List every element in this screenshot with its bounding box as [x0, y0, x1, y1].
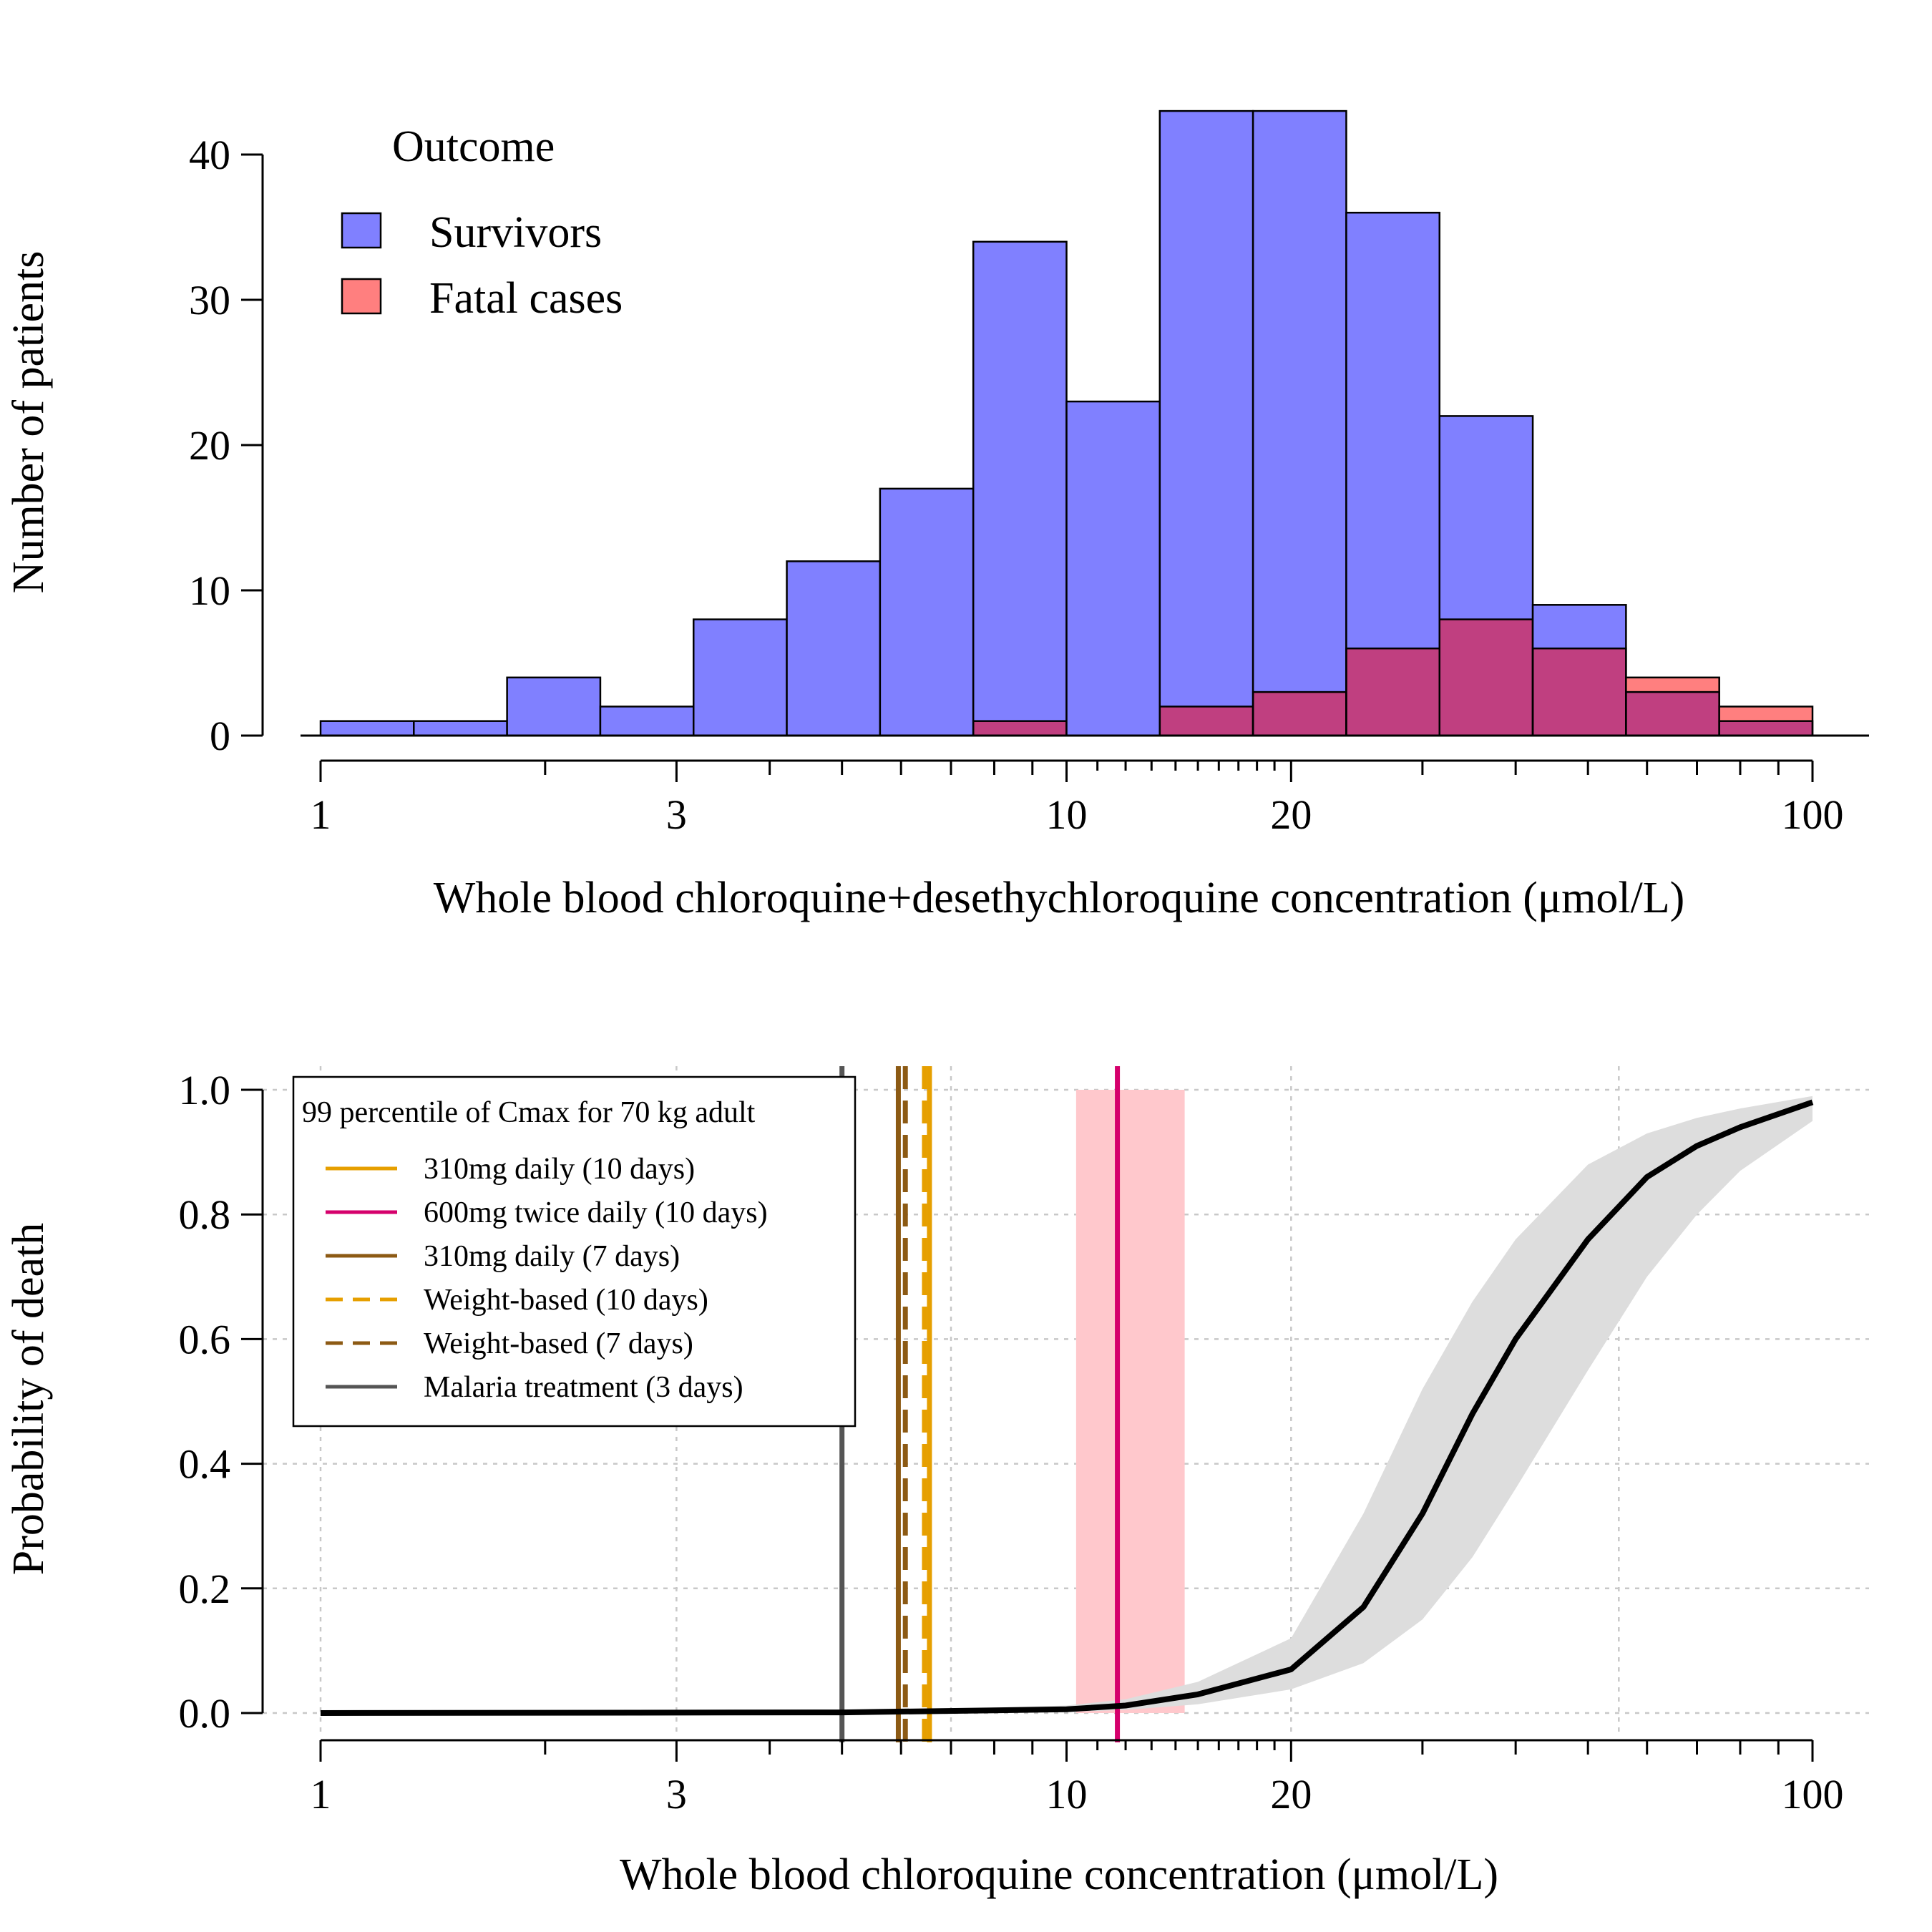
- legend-swatch-fatal-cases: [341, 278, 382, 315]
- probability-legend-items: 310mg daily (10 days) 600mg twice daily (…: [326, 1153, 768, 1404]
- histogram-legend: Outcome Survivors Fatal cases: [341, 122, 623, 323]
- confidence-band: [321, 1096, 1813, 1713]
- survivor-bar: [414, 721, 507, 736]
- y-tick-label: 20: [189, 422, 230, 469]
- probability-legend: 99 percentile of Cmax for 70 kg adult 31…: [292, 1075, 857, 1428]
- overlap-bar: [1719, 721, 1813, 736]
- survivor-bar: [693, 619, 787, 736]
- survivor-bar: [973, 241, 1067, 721]
- probability-curve: [320, 1099, 1814, 1716]
- legend-label-fatal-cases: Fatal cases: [429, 274, 623, 323]
- histogram-y-axis-title: Number of patients: [4, 251, 53, 594]
- survivor-bar: [1346, 213, 1440, 649]
- y-tick-label: 30: [189, 277, 230, 323]
- histogram-panel: 0 10 20 30 40 1 3 10 20 100 Number of patients Wh…: [4, 109, 1869, 922]
- probability-x-axis-title: Whole blood chloroquine concentration (μ…: [620, 1850, 1498, 1899]
- x-tick-label: 10: [1046, 1771, 1088, 1818]
- y-tick-label: 0.2: [179, 1566, 231, 1612]
- histogram-x-axis-title: Whole blood chloroquine+desethychloroqui…: [434, 874, 1685, 922]
- survivor-bar: [600, 706, 694, 736]
- histogram-bars: [319, 109, 1814, 737]
- fatal-bar: [1719, 706, 1813, 721]
- y-tick-label: 0.8: [179, 1191, 231, 1238]
- x-tick-label: 1: [311, 1771, 331, 1818]
- y-tick-label: 1.0: [179, 1067, 231, 1113]
- survivor-bar: [1159, 111, 1254, 707]
- fatal-bar: [1626, 677, 1719, 693]
- probability-panel: 0.0 0.2 0.4 0.6 0.8 1.0 1 3 10 20 100 Probability …: [4, 1066, 1869, 1899]
- histogram-axes: 0 10 20 30 40 1 3 10 20 100: [189, 132, 1869, 838]
- 600mg-twice-daily-10-days-legend-label: 600mg twice daily (10 days): [424, 1196, 768, 1229]
- x-tick-label: 20: [1270, 1771, 1312, 1818]
- y-tick-label: 0.6: [179, 1316, 231, 1362]
- legend-label-survivors: Survivors: [429, 208, 602, 257]
- overlap-bar: [1253, 692, 1347, 736]
- y-tick-label: 0: [210, 713, 230, 759]
- shaded-region: [1075, 1090, 1185, 1713]
- overlap-bar: [1159, 706, 1254, 736]
- survivor-bar: [1439, 416, 1533, 620]
- overlap-bar: [973, 721, 1067, 736]
- x-tick-label: 10: [1046, 791, 1088, 838]
- probability-legend-box: [292, 1075, 857, 1428]
- x-tick-label: 20: [1270, 791, 1312, 838]
- y-tick-label: 10: [189, 567, 230, 614]
- y-tick-label: 0.4: [179, 1441, 231, 1488]
- overlap-bar: [1439, 619, 1533, 736]
- weight-based-7-days-legend-label: Weight-based (7 days): [424, 1327, 693, 1360]
- y-tick-label: 40: [189, 132, 230, 178]
- survivor-bar: [1533, 605, 1626, 649]
- x-tick-label: 100: [1782, 1771, 1844, 1818]
- probability-y-axis-title: Probability of death: [4, 1223, 53, 1575]
- overlap-bar: [1346, 648, 1440, 736]
- survivor-bar: [507, 677, 600, 736]
- x-tick-label: 3: [666, 1771, 687, 1818]
- x-tick-label: 3: [666, 791, 687, 838]
- survivor-bar: [1253, 111, 1347, 693]
- survivor-bar: [786, 561, 880, 736]
- x-tick-label: 100: [1782, 791, 1844, 838]
- weight-based-10-days-legend-label: Weight-based (10 days): [424, 1284, 708, 1317]
- overlap-bar: [1533, 648, 1626, 736]
- survivor-bar: [321, 721, 414, 736]
- legend-swatch-survivors: [341, 212, 382, 249]
- 310mg-daily-10-days-legend-label: 310mg daily (10 days): [424, 1153, 695, 1186]
- malaria-treatment-3-days-legend-label: Malaria treatment (3 days): [424, 1371, 743, 1404]
- overlap-bar: [1626, 692, 1719, 736]
- probability-legend-title: 99 percentile of Cmax for 70 kg adult: [302, 1096, 756, 1129]
- histogram-legend-title: Outcome: [392, 122, 555, 171]
- x-tick-label: 1: [311, 791, 331, 838]
- survivor-bar: [879, 488, 974, 736]
- y-tick-label: 0.0: [179, 1690, 231, 1737]
- probability-axes: 0.0 0.2 0.4 0.6 0.8 1.0 1 3 10 20 100: [179, 1067, 1844, 1818]
- survivor-bar: [1066, 401, 1160, 736]
- 310mg-daily-7-days-legend-label: 310mg daily (7 days): [424, 1240, 680, 1273]
- probability-plot: [320, 1066, 1814, 1742]
